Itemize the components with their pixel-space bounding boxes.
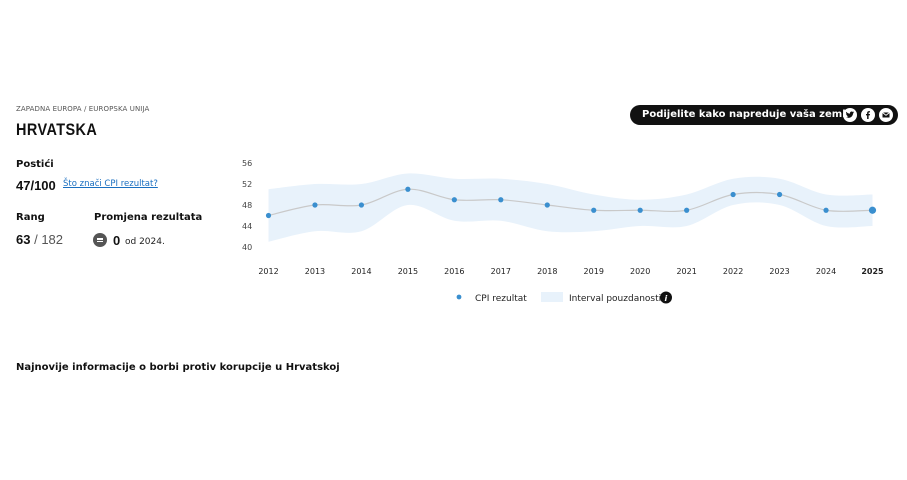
data-point-2022[interactable]	[730, 191, 736, 198]
score-label: Postići	[16, 159, 54, 170]
data-point-2018[interactable]	[544, 202, 550, 208]
data-point-2013[interactable]	[312, 202, 318, 208]
x-tick-label: 2019	[584, 267, 604, 276]
cpi-chart: 40 44 48 52 56 2012 2013 2014 2015 2016 2017 2018 2…	[242, 159, 884, 304]
data-point-2024[interactable]	[823, 207, 829, 213]
share-text: Podijelite kako napreduje vaša zemlja	[642, 109, 856, 120]
data-point-2025[interactable]	[868, 206, 877, 214]
page-title: HRVATSKA	[16, 120, 98, 139]
news-heading: Najnovije informacije o borbi protiv kor…	[16, 362, 340, 373]
score-value: 47/100	[16, 178, 56, 193]
data-point-2016[interactable]	[451, 197, 457, 203]
data-point-2012[interactable]	[265, 212, 272, 219]
x-tick-label: 2023	[769, 267, 789, 276]
equals-icon	[93, 233, 107, 247]
x-tick-label: 2017	[491, 267, 511, 276]
x-tick-label: 2025	[861, 267, 884, 276]
x-tick-label: 2016	[444, 267, 464, 276]
facebook-icon[interactable]	[861, 108, 875, 122]
y-tick-label: 40	[242, 243, 252, 252]
info-icon[interactable]	[660, 291, 672, 304]
change-since: od 2024.	[125, 237, 165, 247]
x-tick-label: 2018	[537, 267, 557, 276]
x-tick-label: 2021	[676, 267, 696, 276]
legend-band-label: Interval pouzdanosti	[569, 294, 661, 304]
data-point-2019[interactable]	[591, 207, 597, 213]
data-point-2020[interactable]	[637, 207, 643, 213]
x-tick-label: 2020	[630, 267, 650, 276]
change-label: Promjena rezultata	[94, 212, 203, 223]
y-tick-label: 44	[242, 222, 252, 231]
chart-legend: CPI rezultat Interval pouzdanosti i	[456, 291, 672, 304]
x-tick-label: 2013	[305, 267, 325, 276]
change-value: 0	[113, 233, 121, 248]
email-icon[interactable]	[879, 108, 893, 122]
x-tick-label: 2022	[723, 267, 743, 276]
rank-total: / 182	[34, 232, 64, 247]
y-tick-label: 56	[242, 159, 252, 168]
data-point-2017[interactable]	[498, 197, 504, 203]
cpi-line	[268, 188, 873, 217]
data-point-2014[interactable]	[358, 202, 365, 208]
x-tick-label: 2012	[258, 267, 278, 276]
legend-cpi-label: CPI rezultat	[475, 294, 527, 304]
x-tick-label: 2015	[398, 267, 418, 276]
rank-value: 63 / 182	[16, 232, 63, 247]
data-point-2021[interactable]	[684, 207, 690, 213]
data-point-2023[interactable]	[776, 191, 783, 198]
info-icon-glyph: i	[665, 294, 668, 303]
rank-label: Rang	[16, 212, 45, 223]
share-bar: Podijelite kako napreduje vaša zemlja	[630, 105, 898, 125]
legend-point-marker	[456, 294, 462, 300]
cpi-info-link[interactable]: Što znači CPI rezultat?	[63, 179, 158, 189]
breadcrumb: ZAPADNA EUROPA / EUROPSKA UNIJA	[16, 105, 150, 113]
x-tick-label: 2024	[816, 267, 836, 276]
legend-band-swatch	[541, 292, 563, 302]
x-tick-label: 2014	[351, 267, 371, 276]
rank-number: 63	[16, 232, 31, 247]
y-tick-label: 48	[242, 201, 252, 210]
y-tick-label: 52	[242, 180, 252, 189]
twitter-icon[interactable]	[843, 108, 857, 122]
data-point-2015[interactable]	[405, 186, 411, 192]
